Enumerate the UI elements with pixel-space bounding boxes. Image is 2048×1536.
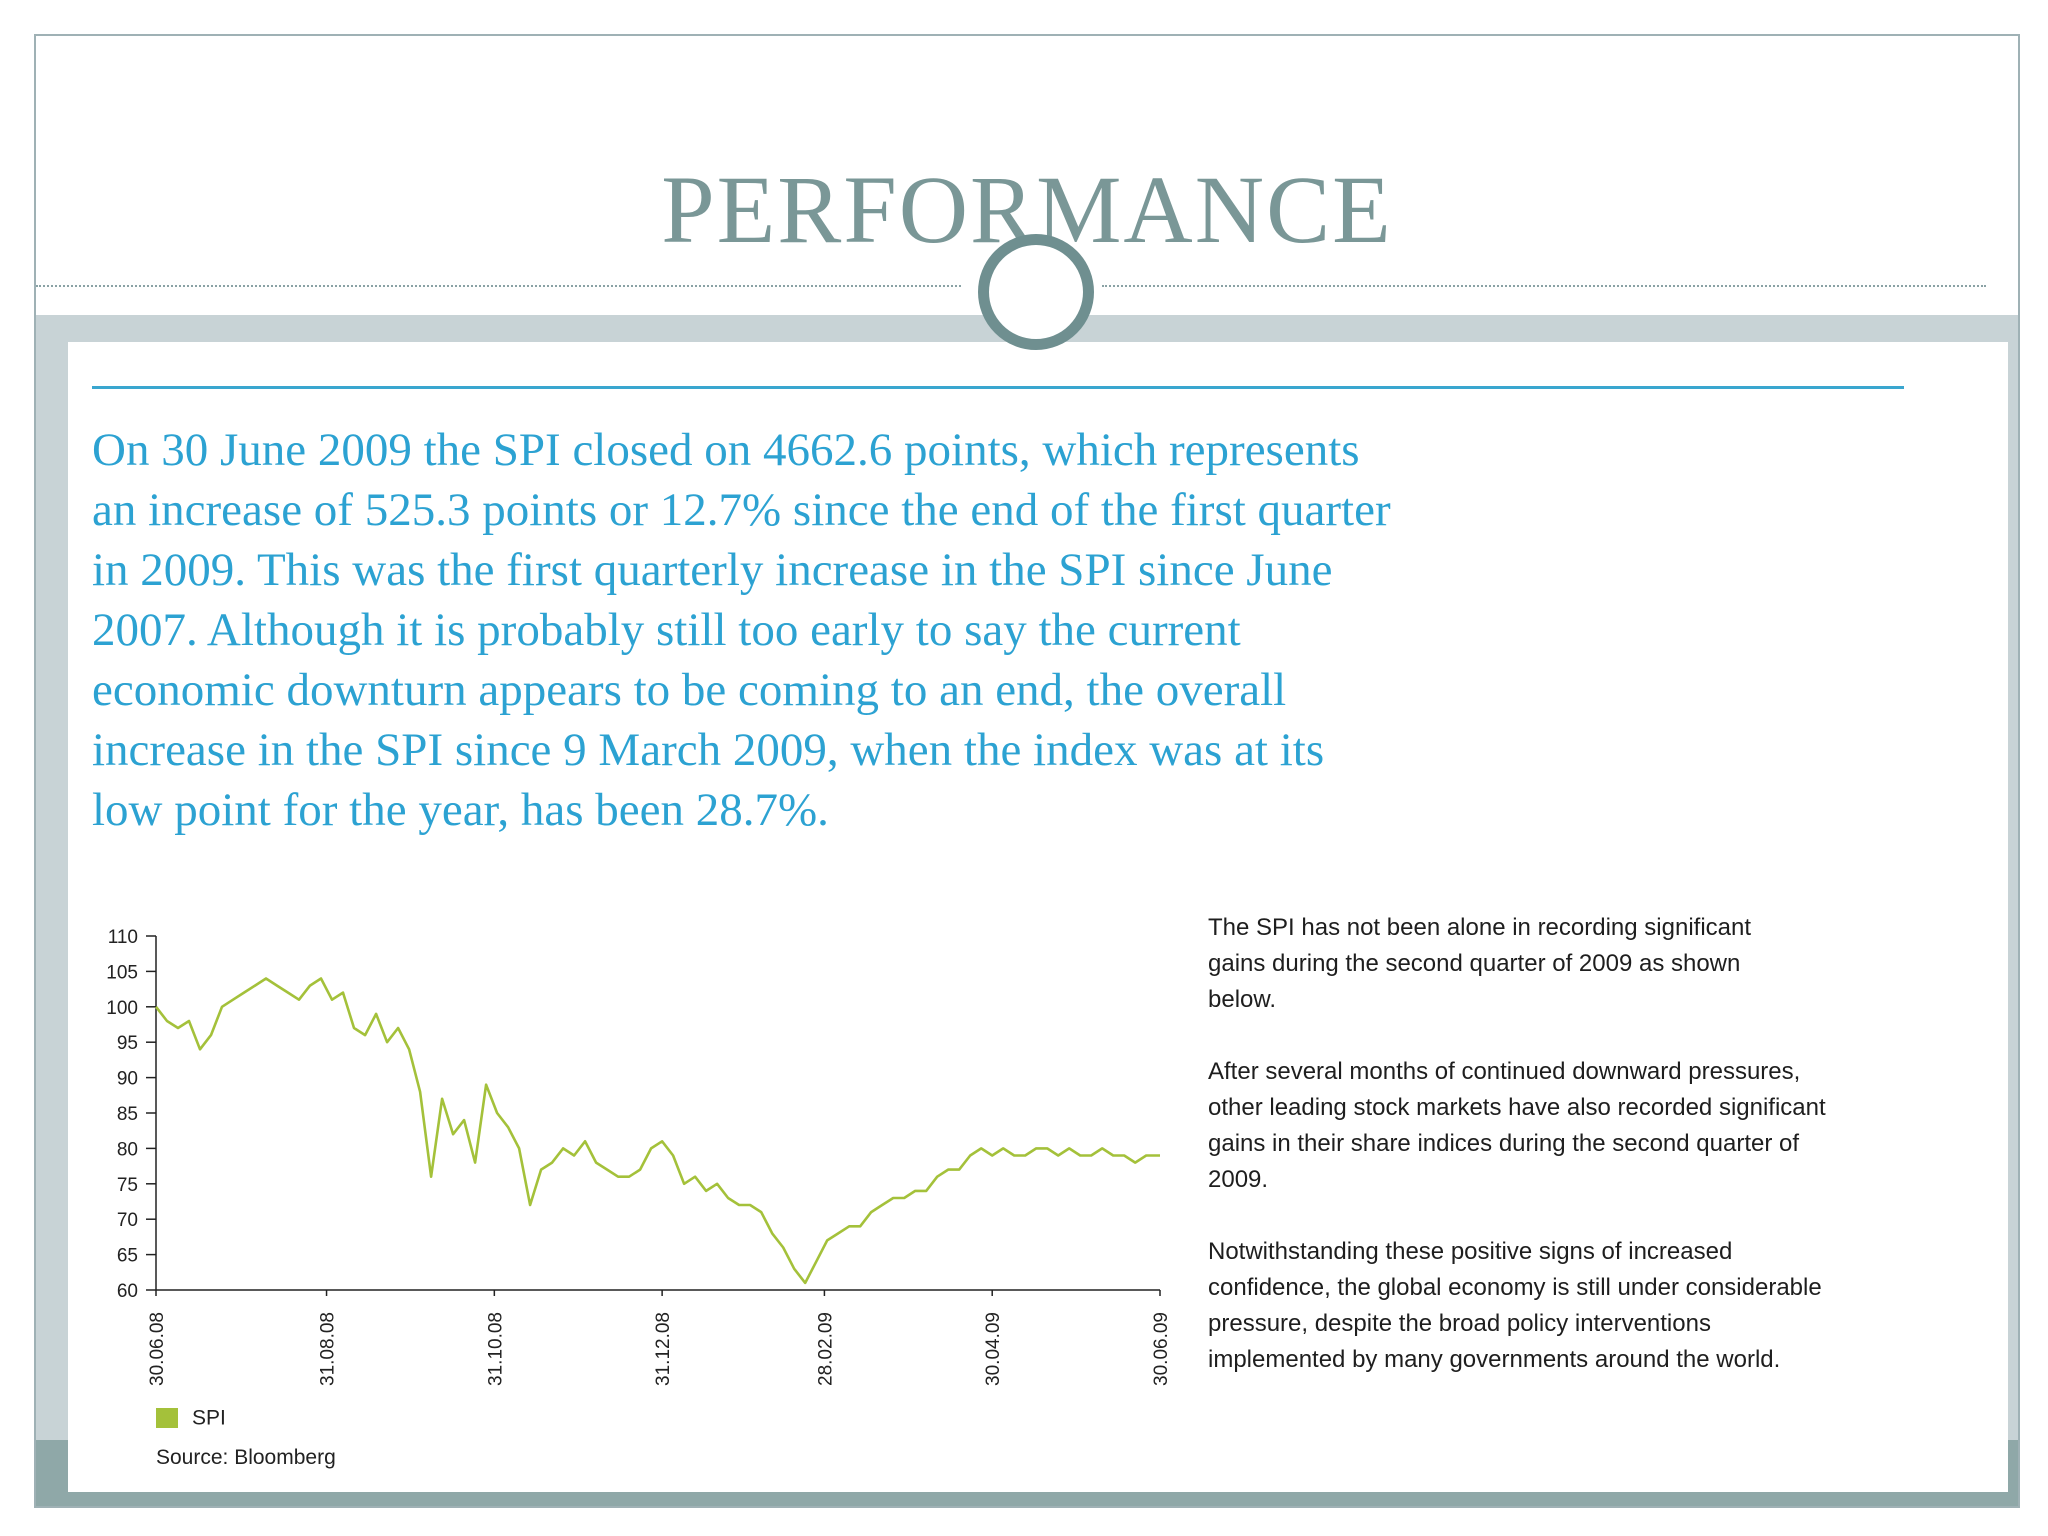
side-line: 2009.	[1208, 1166, 1269, 1193]
side-line: gains during the second quarter of 2009 …	[1208, 950, 1741, 977]
spi-line-chart: 60 65 70 75 80 85 90 95 100 105 110 30.06.08 31.08.0…	[68, 898, 1188, 1478]
x-tick-label: 30.04.09	[983, 1312, 1004, 1386]
y-tick-label: 80	[117, 1139, 138, 1160]
legend-swatch	[156, 1408, 178, 1429]
side-line: After several months of continued downwa…	[1208, 1058, 1801, 1085]
x-tick-label: 31.10.08	[485, 1312, 506, 1386]
side-line: pressure, despite the broad policy inter…	[1208, 1310, 1711, 1337]
y-tick-label: 95	[117, 1033, 138, 1054]
lead-line: economic downturn appears to be coming t…	[92, 664, 1287, 716]
side-line: confidence, the global economy is still …	[1208, 1274, 1822, 1301]
lead-line: low point for the year, has been 28.7%.	[92, 784, 829, 836]
side-line: gains in their share indices during the …	[1208, 1130, 1800, 1157]
lead-line: an increase of 525.3 points or 12.7% sin…	[92, 484, 1391, 536]
lead-line: increase in the SPI since 9 March 2009, …	[92, 724, 1325, 776]
y-tick-label: 65	[117, 1246, 138, 1267]
side-line: Notwithstanding these positive signs of …	[1208, 1238, 1733, 1265]
y-tick-label: 85	[117, 1104, 138, 1125]
y-tick-label: 75	[117, 1175, 138, 1196]
side-paragraph: Notwithstanding these positive signs of …	[1208, 1234, 1928, 1378]
series-line-spi	[154, 977, 1160, 1285]
divider-dotted-left	[36, 285, 961, 287]
lead-paragraph: On 30 June 2009 the SPI closed on 4662.6…	[92, 420, 1982, 840]
chart-legend: SPI	[156, 1406, 226, 1436]
y-tick-label: 100	[106, 998, 138, 1019]
x-tick-label: 31.12.08	[653, 1312, 674, 1386]
x-tick-label: 30.06.08	[147, 1312, 168, 1386]
side-line: below.	[1208, 986, 1277, 1013]
y-tick-label: 110	[108, 927, 138, 948]
content-panel: On 30 June 2009 the SPI closed on 4662.6…	[68, 342, 2008, 1492]
lead-line: On 30 June 2009 the SPI closed on 4662.6…	[92, 424, 1360, 476]
y-tick-label: 60	[117, 1281, 138, 1302]
y-tick-label: 105	[106, 962, 138, 983]
side-paragraph: The SPI has not been alone in recording …	[1208, 910, 1928, 1018]
legend-label: SPI	[192, 1406, 226, 1430]
y-tick-label: 70	[117, 1210, 138, 1231]
x-tick-label: 30.06.09	[1151, 1312, 1172, 1386]
side-line: other leading stock markets have also re…	[1208, 1094, 1826, 1121]
ring-icon	[978, 234, 1094, 350]
x-tick-label: 28.02.09	[815, 1312, 836, 1386]
chart-svg: 60 65 70 75 80 85 90 95 100 105 110 30.06.08 31.08.0…	[106, 927, 1172, 1386]
x-tick-label: 31.08.08	[318, 1312, 339, 1386]
y-tick-label: 90	[117, 1069, 138, 1090]
divider-dotted-right	[1102, 285, 1986, 287]
panel-rule	[92, 386, 1904, 389]
lead-line: in 2009. This was the first quarterly in…	[92, 544, 1333, 596]
chart-source: Source: Bloomberg	[156, 1446, 336, 1469]
side-line: The SPI has not been alone in recording …	[1208, 914, 1752, 941]
side-line: implemented by many governments around t…	[1208, 1346, 1781, 1373]
side-paragraph: After several months of continued downwa…	[1208, 1054, 1928, 1198]
side-commentary: The SPI has not been alone in recording …	[1208, 910, 1928, 1414]
lead-line: 2007. Although it is probably still too …	[92, 604, 1241, 656]
